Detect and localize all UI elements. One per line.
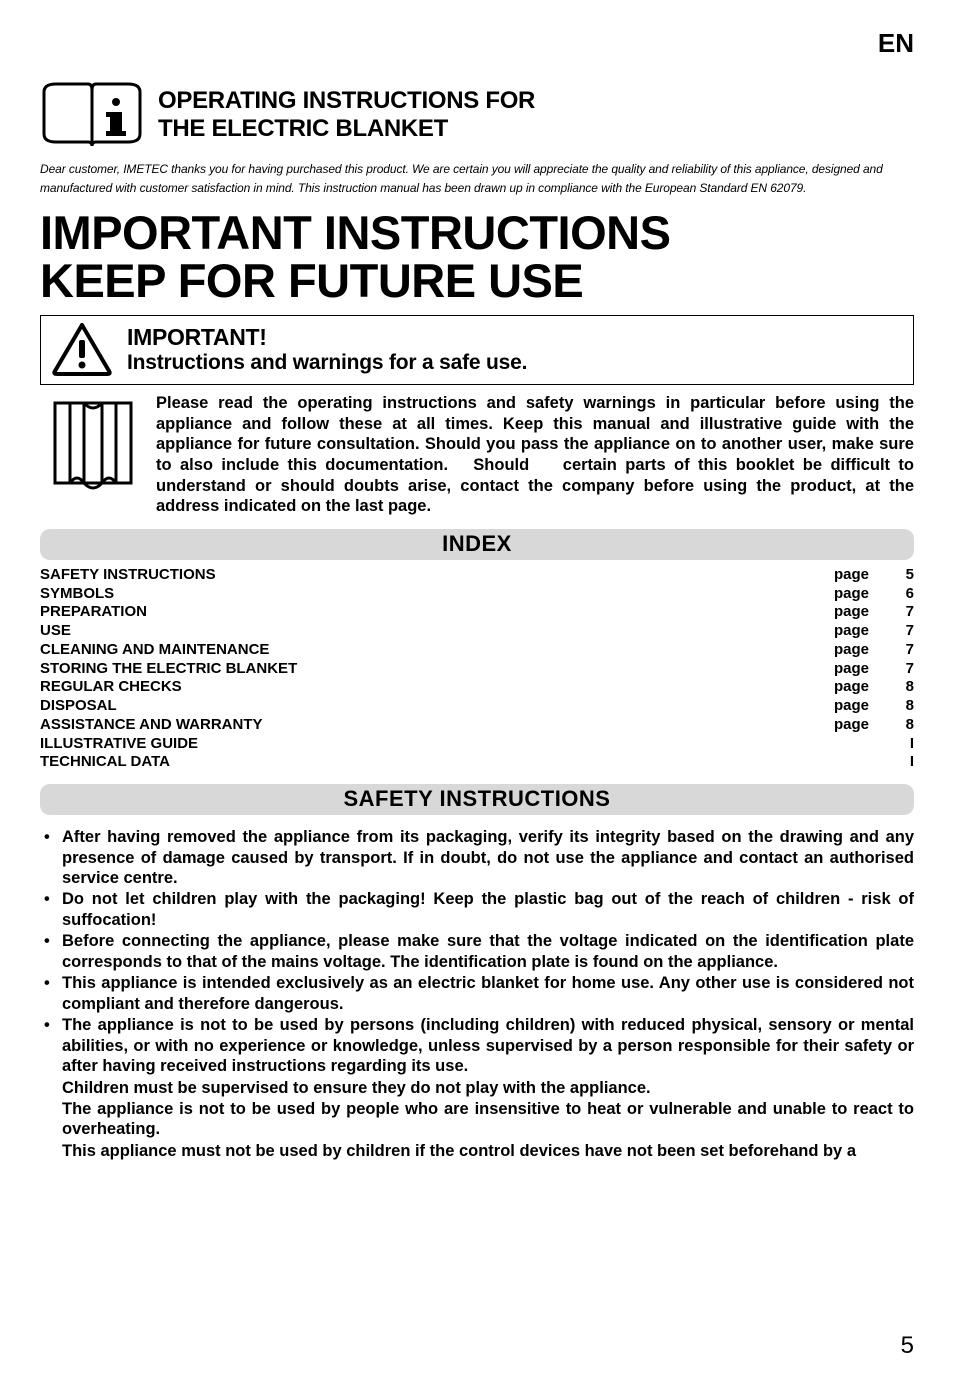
index-page-word: page	[834, 603, 892, 622]
index-label: SAFETY INSTRUCTIONS	[40, 566, 834, 585]
manual-pages-icon	[50, 395, 136, 491]
safety-bullet: Before connecting the appliance, please …	[40, 931, 914, 972]
index-page-number: 6	[892, 585, 914, 604]
language-code: EN	[878, 28, 914, 59]
index-row: SYMBOLSpage6	[40, 585, 914, 604]
index-row: REGULAR CHECKSpage8	[40, 678, 914, 697]
main-heading-line2: KEEP FOR FUTURE USE	[40, 257, 914, 305]
index-page-number: 8	[892, 678, 914, 697]
index-row: USEpage7	[40, 622, 914, 641]
safety-continued-paragraph: This appliance must not be used by child…	[40, 1141, 914, 1161]
index-label: REGULAR CHECKS	[40, 678, 834, 697]
index-row: STORING THE ELECTRIC BLANKETpage7	[40, 660, 914, 679]
index-row: ASSISTANCE AND WARRANTYpage8	[40, 716, 914, 735]
index-page-number: 7	[892, 622, 914, 641]
index-label: STORING THE ELECTRIC BLANKET	[40, 660, 834, 679]
index-label: USE	[40, 622, 834, 641]
safety-bullet: Do not let children play with the packag…	[40, 889, 914, 930]
index-label: CLEANING AND MAINTENANCE	[40, 641, 834, 660]
main-heading-line1: IMPORTANT INSTRUCTIONS	[40, 209, 914, 257]
index-label: ILLUSTRATIVE GUIDE	[40, 735, 834, 754]
index-page-number: 5	[892, 566, 914, 585]
safety-heading-bar: SAFETY INSTRUCTIONS	[40, 784, 914, 815]
safety-continued-paragraph: Children must be supervised to ensure th…	[40, 1078, 914, 1098]
index-page-word: page	[834, 660, 892, 679]
important-subtitle: Instructions and warnings for a safe use…	[127, 351, 527, 375]
index-page-word: page	[834, 622, 892, 641]
warning-triangle-icon	[51, 322, 113, 376]
safety-bullet: After having removed the appliance from …	[40, 827, 914, 888]
index-row: DISPOSALpage8	[40, 697, 914, 716]
index-page-number: I	[892, 735, 914, 754]
index-page-word: page	[834, 678, 892, 697]
title-line-2: THE ELECTRIC BLANKET	[158, 115, 535, 143]
index-row: TECHNICAL DATA I	[40, 753, 914, 772]
document-title: OPERATING INSTRUCTIONS FOR THE ELECTRIC …	[158, 87, 535, 142]
index-page-word: page	[834, 566, 892, 585]
title-line-1: OPERATING INSTRUCTIONS FOR	[158, 87, 535, 115]
safety-continued-paragraph: The appliance is not to be used by peopl…	[40, 1099, 914, 1140]
page-number: 5	[901, 1332, 914, 1360]
index-label: TECHNICAL DATA	[40, 753, 834, 772]
index-label: DISPOSAL	[40, 697, 834, 716]
index-page-number: 7	[892, 641, 914, 660]
open-book-info-icon	[40, 78, 144, 152]
index-page-number: I	[892, 753, 914, 772]
safety-bullet: This appliance is intended exclusively a…	[40, 973, 914, 1014]
index-row: ILLUSTRATIVE GUIDE I	[40, 735, 914, 754]
safety-instructions-list: After having removed the appliance from …	[40, 827, 914, 1161]
index-page-word: page	[834, 716, 892, 735]
read-instructions-row: Please read the operating instructions a…	[40, 393, 914, 517]
index-page-number: 7	[892, 660, 914, 679]
important-box: IMPORTANT! Instructions and warnings for…	[40, 315, 914, 385]
index-row: CLEANING AND MAINTENANCEpage7	[40, 641, 914, 660]
index-table: SAFETY INSTRUCTIONSpage5SYMBOLSpage6PREP…	[40, 566, 914, 772]
dear-customer-text: Dear customer, IMETEC thanks you for hav…	[40, 160, 914, 197]
index-page-number: 8	[892, 716, 914, 735]
index-row: PREPARATIONpage7	[40, 603, 914, 622]
index-label: ASSISTANCE AND WARRANTY	[40, 716, 834, 735]
header-row: OPERATING INSTRUCTIONS FOR THE ELECTRIC …	[40, 78, 914, 152]
index-page-word: page	[834, 641, 892, 660]
important-text: IMPORTANT! Instructions and warnings for…	[127, 324, 527, 375]
index-page-number: 7	[892, 603, 914, 622]
index-page-word: page	[834, 585, 892, 604]
main-heading: IMPORTANT INSTRUCTIONS KEEP FOR FUTURE U…	[40, 209, 914, 305]
index-page-word: page	[834, 697, 892, 716]
index-page-word	[834, 753, 892, 772]
read-instructions-text: Please read the operating instructions a…	[156, 393, 914, 517]
index-heading-bar: INDEX	[40, 529, 914, 560]
important-title: IMPORTANT!	[127, 324, 527, 351]
index-label: SYMBOLS	[40, 585, 834, 604]
index-page-number: 8	[892, 697, 914, 716]
index-row: SAFETY INSTRUCTIONSpage5	[40, 566, 914, 585]
index-page-word	[834, 735, 892, 754]
safety-bullet: The appliance is not to be used by perso…	[40, 1015, 914, 1076]
index-label: PREPARATION	[40, 603, 834, 622]
